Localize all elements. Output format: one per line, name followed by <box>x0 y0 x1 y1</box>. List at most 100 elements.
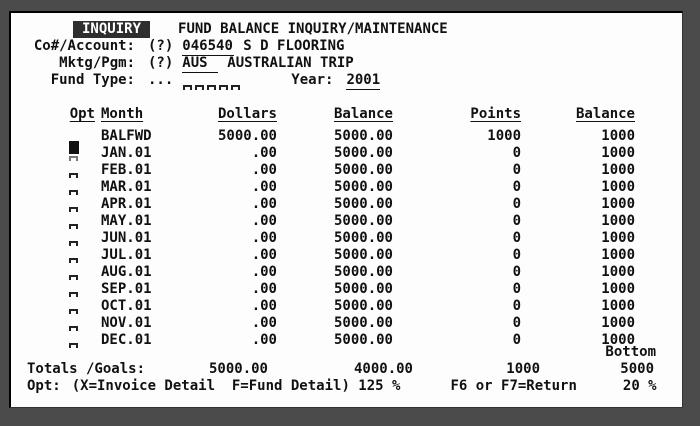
opt-cell[interactable] <box>27 242 95 263</box>
footer-options: (X=Invoice Detail F=Fund Detail) <box>71 378 350 394</box>
points-cell: 0 <box>512 162 521 178</box>
opt-input-field[interactable] <box>69 156 78 161</box>
month-cell: OCT.01 <box>101 298 152 314</box>
program-input[interactable]: AUS <box>182 55 219 73</box>
program-label: Mktg/Pgm: <box>59 55 135 71</box>
fundtype-dots: ... <box>148 72 174 88</box>
totals-balance2: 5000 <box>620 361 654 377</box>
opt-input-field[interactable] <box>69 343 78 348</box>
totals-row: Totals /Goals: 5000.00 4000.00 1000 5000 <box>27 361 682 378</box>
dollars-cell: .00 <box>251 196 277 212</box>
balance-cell: 5000.00 <box>333 315 393 331</box>
opt-cell[interactable] <box>27 191 95 212</box>
opt-cell[interactable] <box>27 310 95 331</box>
dollars-cell: .00 <box>251 315 277 331</box>
opt-cell[interactable] <box>27 276 95 297</box>
account-help-link[interactable]: (?) <box>148 38 174 54</box>
points-cell: 0 <box>512 145 521 161</box>
points-cell: 1000 <box>487 128 521 144</box>
balance-cell: 5000.00 <box>333 332 393 348</box>
fundtype-input-position[interactable] <box>207 85 217 90</box>
balance-cell: 5000.00 <box>333 264 393 280</box>
account-label: Co#/Account: <box>33 38 135 54</box>
points-cell: 0 <box>512 315 521 331</box>
account-description: S D FLOORING <box>243 38 345 54</box>
opt-cell[interactable] <box>27 293 95 314</box>
header-month: Month <box>101 106 144 122</box>
fundtype-label: Fund Type: <box>50 72 135 88</box>
opt-cell[interactable] <box>27 259 95 280</box>
table-row: BALFWD 5000.00 5000.00 1000 1000 <box>27 123 682 144</box>
account-input[interactable]: 046540 <box>182 38 235 56</box>
balance-cell: 5000.00 <box>333 298 393 314</box>
points-cell: 0 <box>512 196 521 212</box>
balance2-cell: 1000 <box>601 298 635 314</box>
fundtype-field-row: Fund Type: ... Year: 2001 <box>27 72 682 90</box>
fundtype-input-position[interactable] <box>231 85 241 90</box>
program-help-link[interactable]: (?) <box>148 55 174 71</box>
header-balance: Balance <box>333 106 393 122</box>
opt-input-field[interactable] <box>69 309 78 314</box>
opt-input-field[interactable] <box>69 241 78 246</box>
opt-cell[interactable] <box>27 225 95 246</box>
totals-points: 1000 <box>506 361 540 377</box>
dollars-cell: .00 <box>251 281 277 297</box>
balance2-cell: 1000 <box>601 213 635 229</box>
month-cell: JAN.01 <box>101 145 152 161</box>
dollars-cell: .00 <box>251 213 277 229</box>
month-cell: JUN.01 <box>101 230 152 246</box>
opt-input-field[interactable] <box>69 292 78 297</box>
balance2-cell: 1000 <box>601 315 635 331</box>
dollars-cell: 5000.00 <box>217 128 277 144</box>
dollars-cell: .00 <box>251 179 277 195</box>
dollars-cell: .00 <box>251 264 277 280</box>
opt-input-field[interactable] <box>69 224 78 229</box>
opt-input-field[interactable] <box>69 173 78 178</box>
header-points: Points <box>470 106 521 122</box>
points-cell: 0 <box>512 179 521 195</box>
opt-input-field[interactable] <box>69 326 78 331</box>
page-title: FUND BALANCE INQUIRY/MAINTENANCE <box>178 21 448 37</box>
opt-cell[interactable] <box>27 157 95 178</box>
table-row: DEC.01 .00 5000.00 0 1000 <box>27 327 682 348</box>
fundtype-input-position[interactable] <box>195 85 205 90</box>
table-row: JUN.01 .00 5000.00 0 1000 <box>27 225 682 246</box>
opt-cell[interactable] <box>27 140 95 161</box>
dollars-cell: .00 <box>251 247 277 263</box>
table-row: JUL.01 .00 5000.00 0 1000 <box>27 242 682 263</box>
fundtype-input[interactable] <box>183 72 243 90</box>
opt-cell[interactable] <box>27 174 95 195</box>
balance-cell: 5000.00 <box>333 162 393 178</box>
balance2-cell: 1000 <box>601 247 635 263</box>
table-row: AUG.01 .00 5000.00 0 1000 <box>27 259 682 280</box>
dollars-cell: .00 <box>251 162 277 178</box>
month-cell: FEB.01 <box>101 162 152 178</box>
month-cell: APR.01 <box>101 196 152 212</box>
dollars-cell: .00 <box>251 332 277 348</box>
balance-cell: 5000.00 <box>333 247 393 263</box>
footer-function-keys: F6 or F7=Return <box>450 378 577 394</box>
opt-cell <box>27 123 95 140</box>
fundtype-input-position[interactable] <box>183 85 193 90</box>
opt-cell[interactable] <box>27 327 95 348</box>
month-cell: AUG.01 <box>101 264 152 280</box>
points-cell: 0 <box>512 264 521 280</box>
mode-badge: INQUIRY <box>73 21 151 38</box>
blank-line <box>27 89 682 106</box>
footer-pct2: 20 % <box>622 378 657 394</box>
month-cell: BALFWD <box>101 128 152 144</box>
year-input[interactable]: 2001 <box>346 72 381 90</box>
header-balance2: Balance <box>575 106 635 122</box>
opt-input-field[interactable] <box>69 275 78 280</box>
balance2-cell: 1000 <box>601 196 635 212</box>
opt-input-field[interactable] <box>69 207 78 212</box>
balance2-cell: 1000 <box>601 128 635 144</box>
fundtype-input-position[interactable] <box>219 85 229 90</box>
table-row: JAN.01 .00 5000.00 0 1000 <box>27 140 682 161</box>
opt-cell[interactable] <box>27 208 95 229</box>
opt-input-field[interactable] <box>69 258 78 263</box>
terminal-screen: INQUIRY FUND BALANCE INQUIRY/MAINTENANCE… <box>9 11 683 408</box>
program-field-row: Mktg/Pgm: (?) AUS AUSTRALIAN TRIP <box>27 55 682 73</box>
opt-input-field[interactable] <box>69 190 78 195</box>
balance2-cell: 1000 <box>601 230 635 246</box>
